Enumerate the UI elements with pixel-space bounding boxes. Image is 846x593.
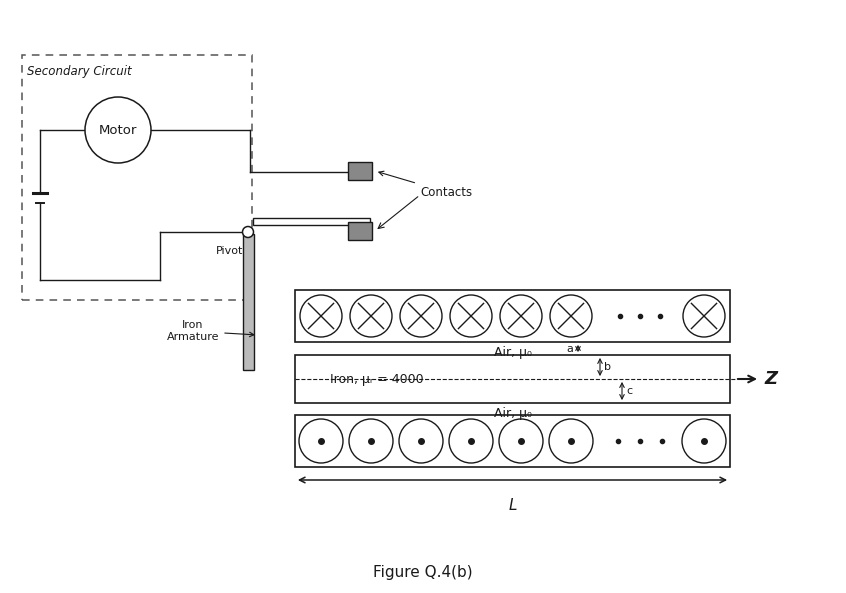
Circle shape: [549, 419, 593, 463]
Text: Iron, μᵣ = 4000: Iron, μᵣ = 4000: [330, 372, 424, 385]
Text: Air, μ₀: Air, μ₀: [493, 346, 531, 359]
Text: Air, μ₀: Air, μ₀: [493, 407, 531, 420]
Circle shape: [243, 227, 254, 238]
Circle shape: [550, 295, 592, 337]
Bar: [243, 234, 254, 370]
Circle shape: [450, 295, 492, 337]
Text: L: L: [508, 498, 517, 513]
Text: a: a: [566, 343, 573, 353]
Text: Motor: Motor: [99, 123, 137, 136]
Bar: [348, 222, 372, 240]
Circle shape: [400, 295, 442, 337]
Circle shape: [500, 295, 542, 337]
Bar: [253, 218, 370, 225]
Text: c: c: [626, 386, 632, 396]
Circle shape: [349, 419, 393, 463]
Circle shape: [449, 419, 493, 463]
Circle shape: [85, 97, 151, 163]
Text: Z: Z: [764, 370, 777, 388]
Text: Contacts: Contacts: [379, 171, 472, 199]
Circle shape: [499, 419, 543, 463]
Circle shape: [399, 419, 443, 463]
Circle shape: [300, 295, 342, 337]
Bar: [295, 290, 730, 342]
Circle shape: [682, 419, 726, 463]
Text: b: b: [604, 362, 611, 372]
Text: Iron
Armature: Iron Armature: [167, 320, 254, 342]
Circle shape: [299, 419, 343, 463]
Bar: [295, 355, 730, 403]
Circle shape: [683, 295, 725, 337]
Text: Figure Q.4(b): Figure Q.4(b): [373, 565, 473, 580]
Bar: [22, 55, 252, 300]
Text: Secondary Circuit: Secondary Circuit: [27, 65, 132, 78]
Circle shape: [350, 295, 392, 337]
Bar: [348, 162, 372, 180]
Bar: [295, 415, 730, 467]
Text: Pivot: Pivot: [216, 246, 244, 256]
